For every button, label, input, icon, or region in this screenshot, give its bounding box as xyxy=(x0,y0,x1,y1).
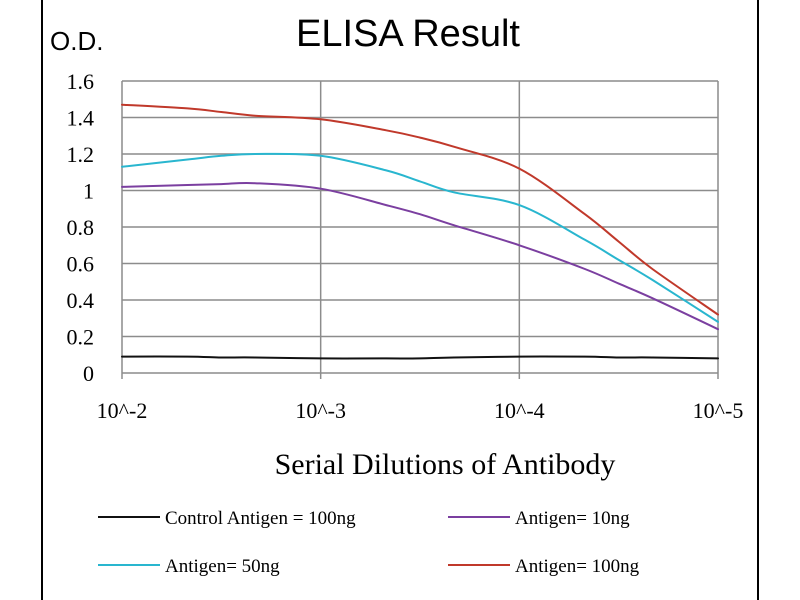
y-tick-label: 1.6 xyxy=(67,69,95,94)
x-tick-label: 10^-4 xyxy=(494,398,545,423)
y-tick-label: 1.2 xyxy=(67,142,95,167)
legend-label-4: Antigen= 100ng xyxy=(515,556,640,577)
y-axis-label: O.D. xyxy=(50,26,103,56)
y-tick-label: 0.8 xyxy=(67,215,95,240)
series-line-3 xyxy=(121,152,719,323)
x-tick-labels: 10^-2 10^-3 10^-4 10^-5 xyxy=(97,398,744,423)
y-tick-labels: 0 0.2 0.4 0.6 0.8 1 1.2 1.4 1.6 xyxy=(67,69,95,386)
legend-label-3: Antigen= 50ng xyxy=(165,556,280,577)
axes xyxy=(121,81,719,379)
series-line-2 xyxy=(121,181,719,331)
y-tick-label: 0.6 xyxy=(67,252,95,277)
grid xyxy=(122,80,719,373)
y-tick-label: 0 xyxy=(83,361,94,386)
x-tick-label: 10^-5 xyxy=(693,398,744,423)
chart-title: ELISA Result xyxy=(296,13,520,55)
series-line-4 xyxy=(121,103,719,316)
y-tick-label: 0.2 xyxy=(67,325,95,350)
x-axis-label: Serial Dilutions of Antibody xyxy=(275,448,616,481)
legend-label-1: Control Antigen = 100ng xyxy=(165,508,356,529)
series-lines xyxy=(121,103,719,360)
legend: Control Antigen = 100ng Antigen= 10ng Anti… xyxy=(98,508,640,577)
x-tick-label: 10^-2 xyxy=(97,398,148,423)
legend-label-2: Antigen= 10ng xyxy=(515,508,630,529)
y-tick-label: 1.4 xyxy=(67,106,95,131)
series-line-1 xyxy=(121,355,719,360)
y-tick-label: 0.4 xyxy=(67,288,95,313)
y-tick-label: 1 xyxy=(83,179,94,204)
x-tick-label: 10^-3 xyxy=(295,398,346,423)
